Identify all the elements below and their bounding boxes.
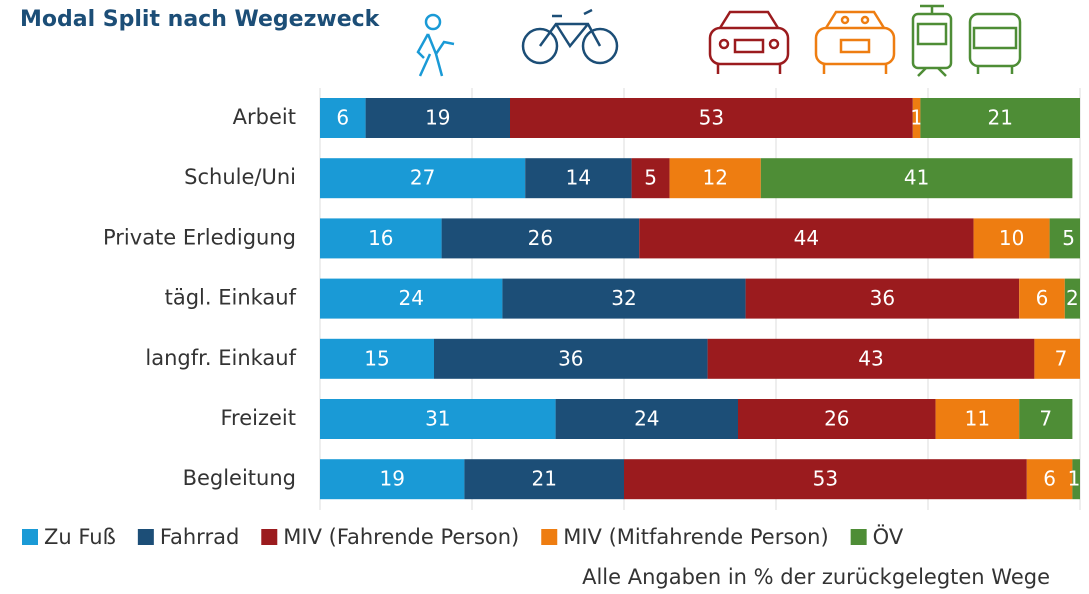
- data-label: 36: [558, 346, 583, 370]
- data-label: 12: [702, 166, 727, 190]
- icons: [416, 4, 1022, 77]
- data-label: 21: [531, 467, 556, 491]
- car-icon: [708, 10, 790, 74]
- bar-segment: [707, 338, 1035, 379]
- bar-segment: [1064, 278, 1080, 319]
- bar-segment: [1072, 459, 1080, 500]
- note: Alle Angaben in % der zurückgelegten Weg…: [582, 565, 1050, 589]
- data-label: 5: [1062, 226, 1075, 250]
- bar-segment: [441, 218, 640, 259]
- bar-segment: [631, 158, 670, 199]
- bar-segment: [1019, 399, 1073, 439]
- legend-label: Zu Fuß: [44, 525, 116, 549]
- data-label: 53: [699, 106, 724, 130]
- data-label: 26: [824, 407, 849, 431]
- bar-segment: [525, 158, 632, 199]
- data-label: 11: [965, 407, 990, 431]
- bus-icon: [968, 12, 1022, 74]
- bar-segment: [920, 98, 1080, 138]
- bar-segment: [912, 98, 921, 138]
- data-label: 27: [410, 166, 435, 190]
- data-label: 1: [910, 106, 923, 130]
- data-label: 5: [644, 166, 657, 190]
- bar-segment: [320, 278, 503, 319]
- data-label: 15: [364, 346, 389, 370]
- bar-segment: [760, 158, 1073, 199]
- y-tick-label: Private Erledigung: [103, 225, 296, 249]
- data-label: 10: [999, 226, 1024, 250]
- data-label: 19: [425, 106, 450, 130]
- bar-segment: [973, 218, 1050, 259]
- bicycle-icon: [521, 8, 619, 65]
- legend-label: ÖV: [873, 524, 904, 549]
- bar-segment: [1034, 338, 1080, 379]
- data-label: 21: [987, 106, 1012, 130]
- car-passenger-icon: [814, 10, 896, 74]
- bar-segment: [510, 98, 913, 138]
- bar-segment: [464, 459, 624, 500]
- legend-label: MIV (Mitfahrende Person): [563, 525, 828, 549]
- bar-segment: [502, 278, 746, 319]
- y-tick-label: Arbeit: [233, 105, 296, 129]
- bar-segment: [320, 158, 526, 199]
- data-label: 24: [398, 286, 423, 310]
- bar-segment: [320, 459, 465, 500]
- pedestrian-icon: [416, 13, 455, 77]
- data-label: 16: [368, 226, 393, 250]
- bar-segment: [434, 338, 708, 379]
- bar-segment: [935, 399, 1020, 439]
- data-label: 26: [528, 226, 553, 250]
- y-tick-label: tägl. Einkauf: [165, 286, 297, 310]
- legend-swatch: [261, 529, 278, 545]
- bar-segment: [1019, 278, 1065, 319]
- data-label: 14: [566, 166, 591, 190]
- legend-label: Fahrrad: [160, 525, 239, 549]
- legend-swatch: [541, 529, 558, 545]
- data-label: 2: [1066, 286, 1079, 310]
- y-tick-label: langfr. Einkauf: [145, 346, 296, 370]
- data-label: 41: [904, 166, 929, 190]
- data-label: 19: [379, 467, 404, 491]
- data-label: 31: [425, 407, 450, 431]
- data-label: 53: [813, 467, 838, 491]
- data-label: 24: [634, 407, 659, 431]
- data-label: 6: [336, 106, 349, 130]
- legend-label: MIV (Fahrende Person): [283, 525, 519, 549]
- tram-icon: [911, 4, 953, 77]
- bar-segment: [320, 338, 434, 379]
- bar-segment: [555, 399, 738, 439]
- bar-segment: [738, 399, 936, 439]
- bar-segment: [365, 98, 510, 138]
- legend-swatch: [137, 529, 154, 545]
- y-tick-label: Freizeit: [221, 406, 297, 430]
- chart-title: Modal Split nach Wegezweck: [20, 7, 381, 32]
- bar-segment: [1049, 218, 1080, 259]
- bar-segment: [320, 399, 556, 439]
- bar-segment: [669, 158, 761, 199]
- data-label: 1: [1068, 467, 1081, 491]
- data-label: 43: [858, 346, 883, 370]
- y-tick-label: Schule/Uni: [184, 165, 296, 189]
- data-label: 6: [1043, 467, 1056, 491]
- data-label: 7: [1039, 407, 1052, 431]
- bar-segment: [320, 98, 366, 138]
- data-label: 32: [611, 286, 636, 310]
- y-tick-label: Begleitung: [183, 466, 296, 490]
- bar-segment: [639, 218, 974, 259]
- legend-swatch: [850, 529, 867, 545]
- data-label: 36: [870, 286, 895, 310]
- bar-segment: [320, 218, 442, 259]
- bar-segment: [1026, 459, 1073, 500]
- data-label: 6: [1036, 286, 1049, 310]
- legend-swatch: [22, 529, 38, 545]
- data-label: 44: [794, 226, 819, 250]
- data-label: 7: [1055, 346, 1068, 370]
- bar-segment: [745, 278, 1020, 319]
- bar-segment: [624, 459, 1027, 500]
